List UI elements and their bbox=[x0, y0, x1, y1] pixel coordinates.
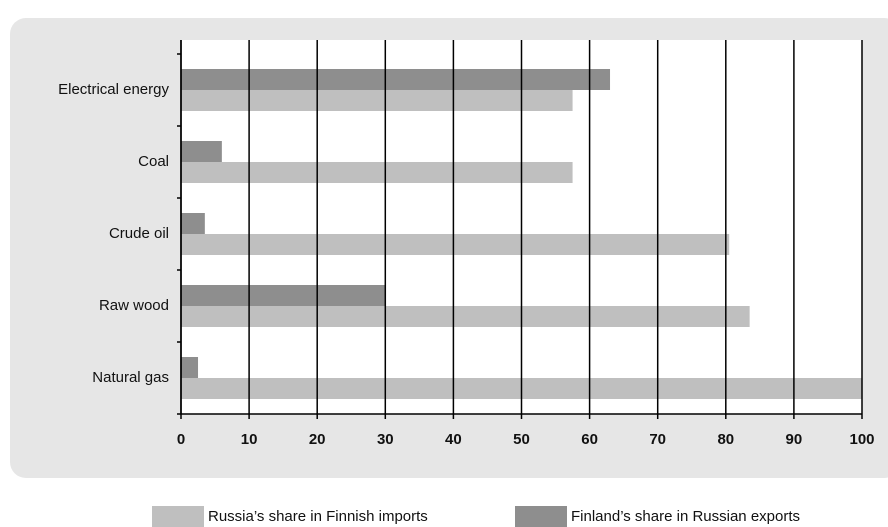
x-tick-label: 10 bbox=[241, 431, 258, 448]
x-tick-label: 20 bbox=[309, 431, 326, 448]
legend-label: Russia’s share in Finnish imports bbox=[208, 508, 428, 525]
x-tick-label: 0 bbox=[177, 431, 185, 448]
bar bbox=[181, 162, 573, 183]
x-tick-label: 50 bbox=[513, 431, 530, 448]
x-tick-label: 90 bbox=[786, 431, 803, 448]
x-tick-label: 30 bbox=[377, 431, 394, 448]
y-tick-label: Coal bbox=[138, 153, 169, 170]
x-tick-label: 100 bbox=[849, 431, 874, 448]
bar bbox=[181, 357, 199, 378]
x-tick-label: 80 bbox=[717, 431, 734, 448]
x-tick-label: 60 bbox=[581, 431, 598, 448]
legend-swatch bbox=[152, 506, 204, 527]
bar bbox=[181, 69, 611, 90]
y-tick-label: Crude oil bbox=[109, 225, 169, 242]
bar bbox=[181, 306, 750, 327]
x-tick-label: 40 bbox=[445, 431, 462, 448]
legend-swatch bbox=[515, 506, 567, 527]
legend-label: Finland’s share in Russian exports bbox=[571, 508, 800, 525]
bar bbox=[181, 90, 573, 111]
x-tick-label: 70 bbox=[649, 431, 666, 448]
bar bbox=[181, 213, 205, 234]
bar bbox=[181, 234, 730, 255]
y-tick-label: Raw wood bbox=[99, 297, 169, 314]
bar bbox=[181, 285, 386, 306]
bar bbox=[181, 141, 222, 162]
y-tick-label: Electrical energy bbox=[58, 81, 169, 98]
y-tick-label: Natural gas bbox=[92, 369, 169, 386]
